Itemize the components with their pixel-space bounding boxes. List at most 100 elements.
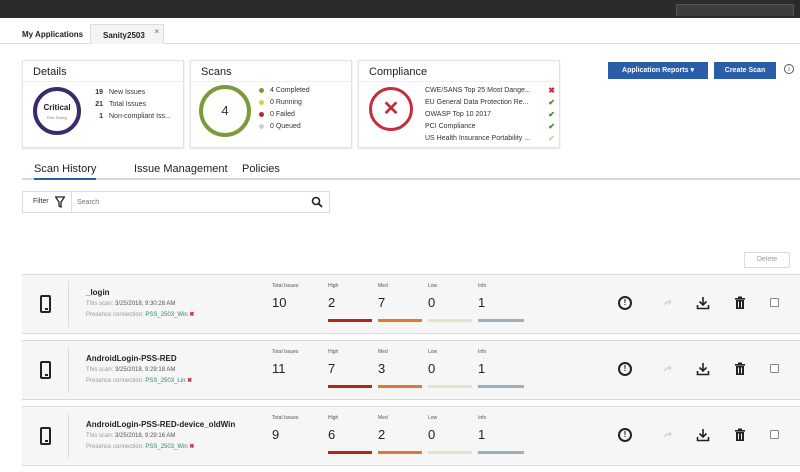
compliance-item-cwe-sans[interactable]: CWE/SANS Top 25 Most Dange... ✖ [425, 85, 555, 97]
connection-link[interactable]: PSS_2503_Win [145, 312, 188, 318]
trash-icon[interactable] [733, 296, 747, 310]
trash-icon[interactable] [733, 428, 747, 442]
download-icon[interactable] [696, 428, 710, 442]
details-label: Non-compliant Iss... [109, 113, 171, 120]
connection-label: Presence connection: [86, 444, 144, 450]
info-label: Info [478, 415, 487, 421]
search-icon[interactable] [311, 196, 323, 208]
high-label: High [328, 415, 339, 421]
info-value: 1 [478, 361, 486, 376]
search-input[interactable] [77, 196, 307, 209]
med-label: Med [378, 415, 388, 421]
scan-name[interactable]: AndroidLogin-PSS-RED [86, 354, 177, 363]
mobile-device-icon [40, 361, 51, 379]
tab-policies[interactable]: Policies [242, 163, 280, 175]
row-select-checkbox[interactable] [770, 364, 779, 373]
scan-row[interactable]: AndroidLogin-PSS-RED-device_oldWin This … [22, 406, 800, 466]
high-value: 2 [328, 295, 336, 310]
tab-my-applications[interactable]: My Applications [22, 30, 84, 39]
total-issues-label: Total Issues [272, 349, 299, 355]
rescan-icon[interactable] [659, 296, 673, 310]
scans-divider [191, 81, 351, 82]
tab-sanity2503[interactable]: Sanity2503 × [90, 24, 164, 44]
compliance-item-pci[interactable]: PCI Compliance ✔ [425, 121, 555, 133]
connection-label: Presence connection: [86, 378, 144, 384]
severity-bars [328, 319, 524, 322]
tab-issue-management[interactable]: Issue Management [134, 163, 228, 175]
low-metric: Low 0 [428, 283, 437, 310]
details-item-non-compliant[interactable]: 1 Non-compliant Iss... [91, 111, 171, 123]
med-bar [378, 385, 422, 388]
info-bar [478, 319, 524, 322]
scan-details-info-icon[interactable]: ! [618, 362, 632, 376]
compliance-label: CWE/SANS Top 25 Most Dange... [425, 87, 531, 94]
scan-date-label: This scan: [86, 367, 114, 373]
scan-name[interactable]: _login [86, 288, 110, 297]
low-bar [428, 385, 472, 388]
details-divider [23, 81, 183, 82]
high-bar [328, 385, 372, 388]
risk-rating-value: Critical [43, 103, 71, 112]
close-tab-icon[interactable]: × [154, 27, 159, 36]
connection-label: Presence connection: [86, 312, 144, 318]
filter-icon[interactable] [55, 196, 65, 208]
download-icon[interactable] [696, 362, 710, 376]
connection-line: Presence connection: PSS_2503_Lin ✖ [86, 377, 192, 384]
rescan-icon[interactable] [659, 428, 673, 442]
row-select-checkbox[interactable] [770, 430, 779, 439]
scan-row[interactable]: _login This scan: 3/25/2018, 9:30:28 AM … [22, 274, 800, 334]
scan-date-line: This scan: 3/25/2018, 9:30:28 AM [86, 301, 175, 307]
info-value: 1 [478, 427, 486, 442]
download-icon[interactable] [696, 296, 710, 310]
compliance-label: PCI Compliance [425, 123, 476, 130]
high-label: High [328, 283, 339, 289]
compliance-item-eu-gdpr[interactable]: EU General Data Protection Re... ✔ [425, 97, 555, 109]
compliance-item-hipaa[interactable]: US Health Insurance Portability ... ✔ [425, 133, 555, 145]
details-label: Total Issues [109, 101, 146, 108]
tab-scan-history[interactable]: Scan History [34, 163, 97, 180]
details-item-total-issues[interactable]: 21 Total Issues [91, 99, 171, 111]
med-metric: Med 7 [378, 283, 388, 310]
scan-details-info-icon[interactable]: ! [618, 428, 632, 442]
filter-label[interactable]: Filter [33, 198, 49, 205]
scan-name[interactable]: AndroidLogin-PSS-RED-device_oldWin [86, 420, 236, 429]
low-label: Low [428, 283, 438, 289]
info-metric: Info 1 [478, 415, 486, 442]
total-issues-metric: Total Issues 9 [272, 415, 298, 442]
high-metric: High 7 [328, 349, 338, 376]
compliance-item-owasp[interactable]: OWASP Top 10 2017 ✔ [425, 109, 555, 121]
high-value: 6 [328, 427, 336, 442]
scans-completed: 4 Completed [259, 85, 310, 97]
high-metric: High 2 [328, 283, 338, 310]
details-count: 21 [95, 101, 103, 108]
scans-running: 0 Running [259, 97, 310, 109]
info-value: 1 [478, 295, 486, 310]
severity-bars [328, 451, 524, 454]
low-metric: Low 0 [428, 349, 437, 376]
info-icon[interactable]: i [784, 64, 794, 74]
scan-details-info-icon[interactable]: ! [618, 296, 632, 310]
compliance-title: Compliance [369, 66, 428, 78]
scans-status-label: 0 Failed [270, 111, 295, 118]
details-item-new-issues[interactable]: 19 New Issues [91, 87, 171, 99]
scan-row[interactable]: AndroidLogin-PSS-RED This scan: 3/25/201… [22, 340, 800, 400]
connection-link[interactable]: PSS_2503_Win [145, 444, 188, 450]
connection-link[interactable]: PSS_2503_Lin [145, 378, 186, 384]
delete-button[interactable]: Delete [744, 252, 790, 268]
details-card: Details Critical Risk Rating 19 New Issue… [22, 60, 184, 148]
med-metric: Med 3 [378, 349, 388, 376]
banner-user-button[interactable] [676, 4, 794, 16]
low-value: 0 [428, 295, 436, 310]
total-issues-value: 11 [272, 361, 286, 376]
total-issues-label: Total Issues [272, 415, 299, 421]
tab-sanity2503-label: Sanity2503 [103, 31, 145, 40]
scan-date-label: This scan: [86, 433, 114, 439]
med-bar [378, 451, 422, 454]
create-scan-button[interactable]: Create Scan [714, 62, 776, 79]
application-reports-button[interactable]: Application Reports ▾ [608, 62, 708, 79]
scans-total: 4 [221, 103, 229, 118]
row-select-checkbox[interactable] [770, 298, 779, 307]
trash-icon[interactable] [733, 362, 747, 376]
rescan-icon[interactable] [659, 362, 673, 376]
scans-status-list: 4 Completed 0 Running 0 Failed 0 Queued [259, 85, 310, 133]
